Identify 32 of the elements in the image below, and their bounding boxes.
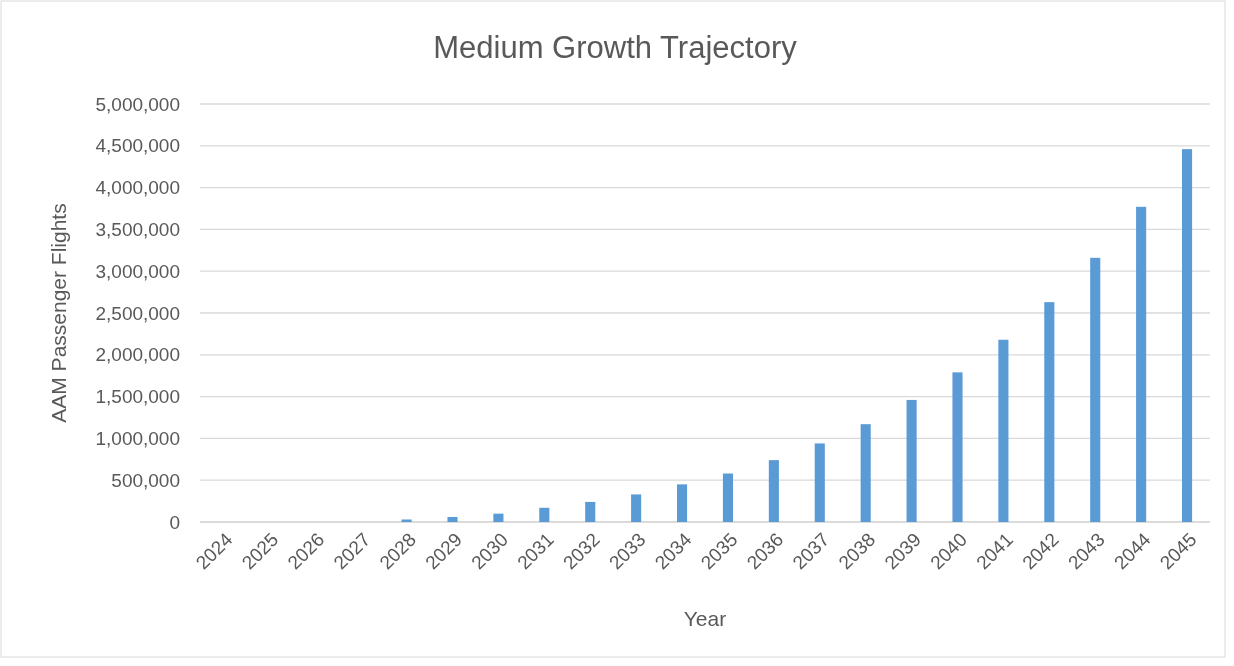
bar	[539, 507, 550, 522]
y-tick-label: 500,000	[111, 469, 180, 491]
bar	[998, 339, 1009, 522]
bar	[631, 494, 642, 522]
bar	[906, 399, 917, 522]
y-tick-label: 1,500,000	[95, 386, 180, 408]
y-tick-label: 4,000,000	[95, 177, 180, 199]
bar	[768, 460, 779, 522]
bar	[585, 501, 596, 522]
bar	[1182, 149, 1193, 522]
bar	[1044, 302, 1055, 522]
chart-title: Medium Growth Trajectory	[433, 30, 798, 65]
bar	[677, 484, 688, 522]
y-tick-label: 0	[169, 511, 180, 533]
bar	[1136, 206, 1147, 522]
y-tick-label: 3,000,000	[95, 260, 180, 282]
bar	[1090, 257, 1101, 522]
bar	[860, 424, 871, 522]
y-tick-label: 3,500,000	[95, 219, 180, 241]
y-axis-title: AAM Passenger Flights	[47, 203, 70, 423]
y-tick-label: 2,500,000	[95, 302, 180, 324]
bar	[722, 473, 734, 522]
x-axis-title: Year	[683, 607, 727, 630]
bar	[952, 372, 963, 522]
bar	[401, 519, 412, 522]
bar	[814, 443, 825, 522]
bar	[493, 513, 504, 522]
y-tick-label: 4,500,000	[95, 135, 180, 157]
y-tick-label: 2,000,000	[95, 344, 180, 366]
bar	[447, 516, 458, 522]
y-tick-label: 1,000,000	[95, 428, 180, 450]
y-tick-label: 5,000,000	[95, 93, 180, 115]
